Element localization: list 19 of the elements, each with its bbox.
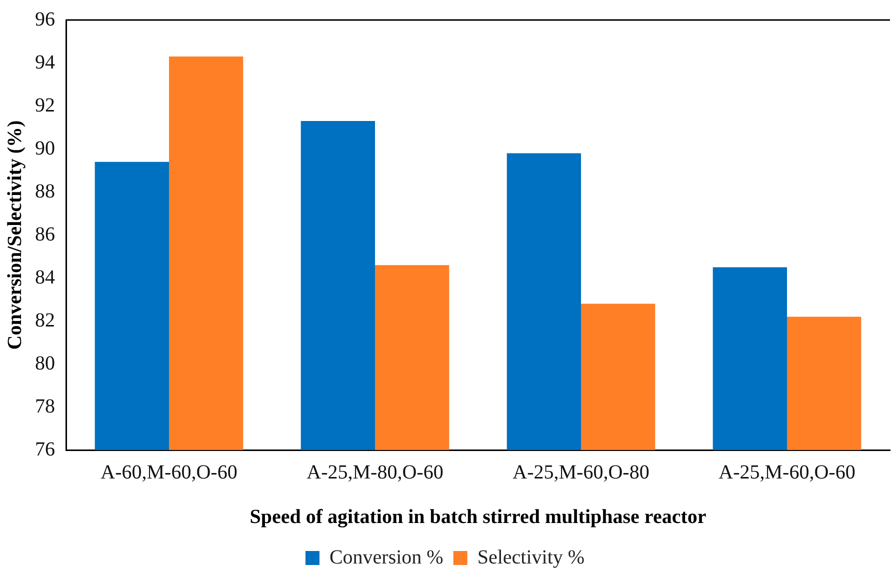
y-axis-title: Conversion/Selectivity (%): [4, 120, 26, 350]
y-tick-label: 90: [35, 137, 55, 160]
y-tick-label: 92: [35, 94, 55, 116]
y-tick-label: 94: [35, 51, 55, 74]
x-axis-title: Speed of agitation in batch stirred multiphase reactor: [250, 506, 706, 528]
y-tick-label: 84: [35, 266, 55, 288]
y-tick-label: 88: [35, 180, 55, 202]
legend-label: Conversion %: [329, 546, 444, 568]
y-tick-label: 86: [35, 223, 55, 246]
x-tick-label: A-25,M-60,O-60: [718, 461, 856, 484]
y-tick-label: 78: [35, 395, 55, 418]
y-tick-label: 82: [35, 309, 55, 332]
y-tick-label: 96: [35, 8, 55, 30]
x-tick-label: A-25,M-60,O-80: [512, 461, 650, 484]
y-tick-label: 80: [35, 352, 55, 374]
y-tick-label: 76: [35, 438, 55, 460]
legend-label: Selectivity %: [477, 546, 585, 568]
x-tick-label: A-25,M-80,O-60: [306, 461, 444, 484]
x-tick-label: A-60,M-60,O-60: [100, 461, 238, 484]
